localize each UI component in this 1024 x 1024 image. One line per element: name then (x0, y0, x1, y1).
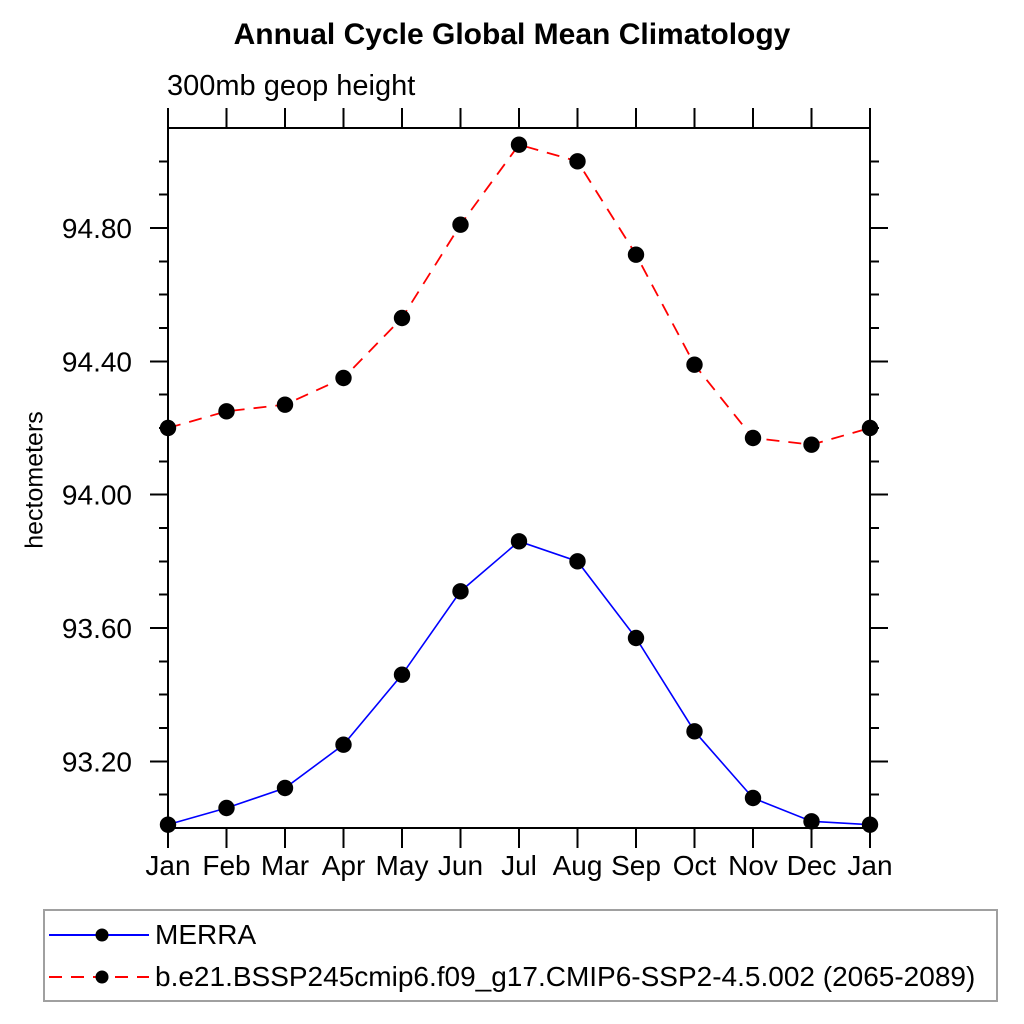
model-data-point (510, 136, 528, 153)
chart-subtitle: 300mb geop height (167, 70, 416, 102)
model-data-point (393, 309, 411, 327)
merra-data-point (686, 723, 703, 740)
x-tick-label: Jan (847, 850, 892, 881)
legend-sample-marker-0 (95, 928, 109, 941)
legend-entry-merra: MERRA (45, 914, 996, 956)
merra-data-point (510, 533, 528, 550)
x-tick-label: Apr (322, 850, 366, 881)
legend-sample-svg (49, 970, 149, 983)
model-data-point (276, 396, 294, 413)
x-tick-label: Jan (145, 850, 190, 881)
series-model-line (167, 143, 871, 446)
legend-sample-0 (49, 925, 149, 945)
x-tick-label: Mar (261, 850, 309, 881)
merra-data-point (627, 629, 645, 647)
legend-label-model: b.e21.BSSP245cmip6.f09_g17.CMIP6-SSP2-4.… (155, 960, 976, 992)
merra-data-point (276, 779, 294, 797)
merra-data-point (569, 553, 586, 570)
model-data-point (218, 403, 235, 420)
model-data-point (569, 153, 586, 170)
y-tick-label: 93.20 (62, 746, 132, 777)
y-tick-label: 93.60 (62, 613, 132, 644)
merra-data-point (218, 799, 235, 817)
model-data-point (803, 436, 820, 453)
model-data-point (861, 419, 879, 437)
legend-sample-svg (49, 928, 149, 941)
legend-box: MERRA b.e21.BSSP245cmip6.f09_g17.CMIP6-S… (43, 909, 998, 1002)
merra-data-point (335, 736, 352, 753)
x-tick-label: Aug (553, 850, 603, 881)
x-tick-label: Dec (787, 850, 837, 881)
legend-sample-1 (49, 967, 149, 987)
x-tick-label: Jun (438, 850, 483, 881)
y-tick-label: 94.80 (62, 213, 132, 244)
merra-data-point (393, 666, 411, 683)
x-tick-label: May (376, 850, 429, 881)
legend-entry-model: b.e21.BSSP245cmip6.f09_g17.CMIP6-SSP2-4.… (45, 956, 996, 998)
plot-frame (167, 127, 871, 829)
series-merra-line (167, 540, 871, 826)
model-data-point (686, 356, 703, 373)
model-data-point (744, 429, 762, 447)
legend-label-merra: MERRA (155, 918, 257, 950)
merra-data-point (159, 816, 177, 833)
x-tick-label: Nov (728, 850, 778, 881)
merra-data-point (452, 583, 469, 600)
model-data-point (627, 246, 645, 263)
x-tick-label: Jul (501, 850, 537, 881)
model-data-point (159, 419, 177, 437)
x-tick-label: Sep (611, 850, 661, 881)
merra-data-point (744, 789, 762, 807)
y-tick-label: 94.40 (62, 346, 132, 377)
y-tick-label: 94.00 (62, 480, 132, 511)
x-tick-label: Oct (673, 850, 717, 881)
chart-title: Annual Cycle Global Mean Climatology (233, 18, 791, 51)
model-data-point (452, 216, 469, 233)
merra-data-point (803, 813, 820, 830)
model-data-point (335, 369, 352, 387)
x-tick-label: Feb (202, 850, 250, 881)
merra-data-point (861, 816, 879, 833)
legend-sample-marker-1 (95, 970, 109, 983)
